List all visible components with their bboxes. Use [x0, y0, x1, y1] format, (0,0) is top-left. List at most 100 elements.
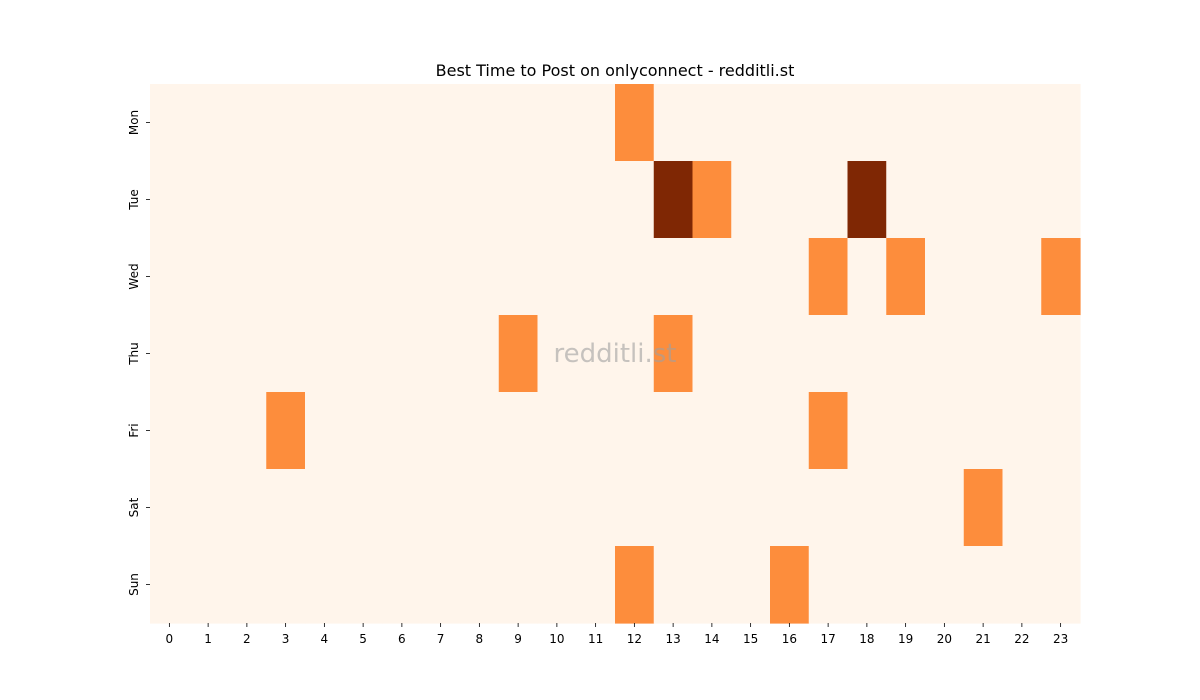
heatmap-cell-mon-4: [305, 84, 345, 162]
x-tick-label: 17: [820, 632, 835, 646]
heatmap-cell-fri-15: [731, 392, 771, 470]
heatmap-cell-mon-17: [808, 84, 849, 162]
heatmap-cell-thu-20: [925, 315, 965, 393]
x-tick-label: 20: [937, 632, 952, 646]
heatmap-cell-sun-22: [1002, 546, 1042, 624]
heatmap-cell-mon-12: [615, 84, 655, 162]
heatmap-cell-wed-9: [498, 238, 539, 316]
heatmap-cell-sat-23: [1041, 469, 1081, 547]
heatmap-cell-sat-6: [382, 469, 422, 547]
heatmap-cell-mon-14: [692, 84, 732, 162]
heatmap-cell-tue-7: [421, 161, 461, 239]
heatmap-cell-thu-6: [382, 315, 422, 393]
x-tick-label: 13: [665, 632, 680, 646]
heatmap-cell-thu-19: [886, 315, 926, 393]
heatmap-cell-tue-22: [1002, 161, 1042, 239]
heatmap-cell-wed-2: [227, 238, 267, 316]
heatmap-cell-tue-3: [266, 161, 306, 239]
heatmap-cell-wed-19: [886, 238, 926, 316]
heatmap-cell-tue-11: [576, 161, 616, 239]
heatmap-cell-mon-0: [150, 84, 190, 162]
heatmap-cell-sun-17: [808, 546, 849, 624]
heatmap-cell-tue-17: [808, 161, 849, 239]
heatmap-cell-sat-17: [808, 469, 849, 547]
x-tick-label: 18: [859, 632, 874, 646]
heatmap-cell-sat-3: [266, 469, 306, 547]
heatmap-cell-sun-6: [382, 546, 422, 624]
heatmap-cell-wed-18: [847, 238, 887, 316]
heatmap-cell-mon-10: [537, 84, 577, 162]
y-tick-label: Mon: [127, 110, 141, 135]
heatmap-cell-mon-11: [576, 84, 616, 162]
heatmap-cell-sat-1: [188, 469, 229, 547]
heatmap-cell-sun-12: [615, 546, 655, 624]
x-tick-label: 2: [243, 632, 251, 646]
heatmap-cell-sun-10: [537, 546, 577, 624]
heatmap-cell-fri-14: [692, 392, 732, 470]
heatmap-cell-sun-11: [576, 546, 616, 624]
heatmap-cell-sun-7: [421, 546, 461, 624]
heatmap-cell-thu-14: [692, 315, 732, 393]
heatmap-cell-mon-23: [1041, 84, 1081, 162]
heatmap-cell-thu-3: [266, 315, 306, 393]
heatmap-cell-sun-5: [343, 546, 384, 624]
y-tick-label: Thu: [127, 342, 141, 366]
heatmap-cell-thu-23: [1041, 315, 1081, 393]
heatmap-cell-tue-23: [1041, 161, 1081, 239]
heatmap-cell-wed-11: [576, 238, 616, 316]
heatmap-cell-sat-7: [421, 469, 461, 547]
chart-title: Best Time to Post on onlyconnect - reddi…: [436, 61, 795, 80]
heatmap-cell-tue-19: [886, 161, 926, 239]
heatmap-cell-mon-19: [886, 84, 926, 162]
heatmap-cell-fri-1: [188, 392, 229, 470]
x-tick-label: 21: [975, 632, 990, 646]
x-tick-label: 4: [321, 632, 329, 646]
heatmap-cell-tue-9: [498, 161, 539, 239]
x-tick-label: 10: [549, 632, 564, 646]
heatmap-cell-wed-5: [343, 238, 384, 316]
heatmap-cell-fri-4: [305, 392, 345, 470]
heatmap-cell-tue-8: [460, 161, 500, 239]
heatmap-cell-wed-0: [150, 238, 190, 316]
heatmap-cell-tue-6: [382, 161, 422, 239]
heatmap-cell-tue-14: [692, 161, 732, 239]
heatmap-cell-thu-7: [421, 315, 461, 393]
heatmap-cell-wed-17: [808, 238, 849, 316]
heatmap-cell-fri-23: [1041, 392, 1081, 470]
heatmap-cell-fri-19: [886, 392, 926, 470]
heatmap-cell-sun-14: [692, 546, 732, 624]
heatmap-cell-sun-4: [305, 546, 345, 624]
heatmap-cell-thu-13: [653, 315, 694, 393]
heatmap-cell-tue-16: [770, 161, 810, 239]
heatmap-cell-mon-6: [382, 84, 422, 162]
x-tick-label: 3: [282, 632, 290, 646]
heatmap-cell-thu-2: [227, 315, 267, 393]
x-tick-label: 9: [514, 632, 522, 646]
heatmap-cell-fri-9: [498, 392, 539, 470]
heatmap-cell-tue-13: [653, 161, 694, 239]
heatmap-cell-sat-19: [886, 469, 926, 547]
heatmap-cell-sat-4: [305, 469, 345, 547]
heatmap-cell-wed-20: [925, 238, 965, 316]
heatmap-cell-thu-8: [460, 315, 500, 393]
heatmap-cell-tue-2: [227, 161, 267, 239]
heatmap-cell-thu-10: [537, 315, 577, 393]
heatmap-cell-mon-15: [731, 84, 771, 162]
heatmap-cell-fri-8: [460, 392, 500, 470]
heatmap-cell-mon-8: [460, 84, 500, 162]
x-tick-label: 23: [1053, 632, 1068, 646]
heatmap-cell-fri-21: [963, 392, 1004, 470]
heatmap-cell-sun-23: [1041, 546, 1081, 624]
heatmap-cells: [150, 84, 1081, 624]
heatmap-cell-thu-16: [770, 315, 810, 393]
x-tick-label: 14: [704, 632, 719, 646]
x-tick-label: 7: [437, 632, 445, 646]
heatmap-cell-wed-3: [266, 238, 306, 316]
heatmap-cell-fri-22: [1002, 392, 1042, 470]
heatmap-cell-sat-14: [692, 469, 732, 547]
heatmap-cell-sat-16: [770, 469, 810, 547]
heatmap-cell-sat-12: [615, 469, 655, 547]
heatmap-cell-thu-12: [615, 315, 655, 393]
heatmap-cell-thu-11: [576, 315, 616, 393]
heatmap-cell-wed-22: [1002, 238, 1042, 316]
